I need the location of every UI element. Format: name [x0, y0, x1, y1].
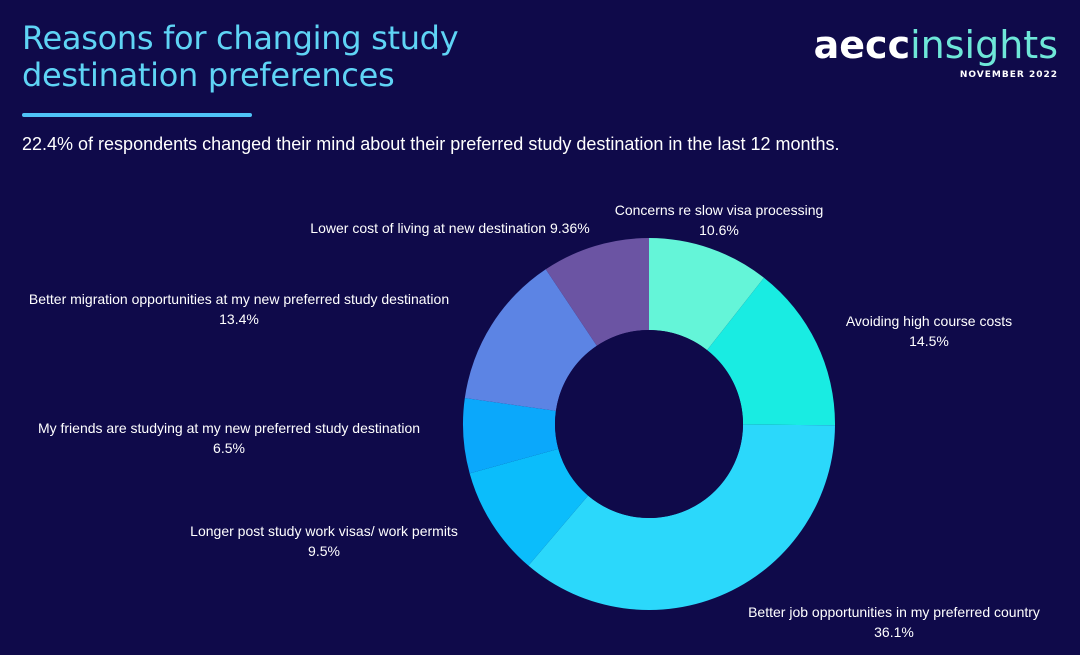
slice-label: Better job opportunities in my preferred… — [748, 604, 1040, 640]
donut-slice — [649, 238, 764, 351]
slice-label-value: 6.5% — [213, 440, 245, 456]
report-date: NOVEMBER 2022 — [959, 70, 1058, 80]
page-title-line-2: destination preferences — [22, 56, 395, 94]
donut-slice — [545, 238, 649, 346]
logo-wordmark: aeccinsights — [814, 24, 1058, 66]
title-underline — [22, 113, 252, 117]
donut-slice — [463, 398, 559, 474]
donut-slice — [469, 448, 589, 566]
page-title: Reasons for changing study destination p… — [22, 19, 459, 94]
slice-label-value: 36.1% — [874, 624, 914, 640]
slice-label: Concerns re slow visa processing 10.6% — [615, 202, 824, 238]
slice-label-value: 14.5% — [909, 333, 949, 349]
logo-product: insights — [910, 23, 1058, 67]
slice-label-value: 10.6% — [699, 222, 739, 238]
slice-label: Avoiding high course costs 14.5% — [846, 313, 1012, 349]
page-subtitle: 22.4% of respondents changed their mind … — [22, 134, 840, 154]
page-title-line-1: Reasons for changing study — [22, 19, 459, 57]
slice-label-name: Better migration opportunities at my new… — [29, 291, 449, 307]
slice-label-name: Avoiding high course costs — [846, 313, 1012, 329]
slice-label: Longer post study work visas/ work permi… — [190, 523, 458, 559]
donut-hole — [555, 330, 743, 518]
donut-slice — [464, 269, 597, 411]
donut-slice — [707, 277, 835, 426]
slice-label-name: My friends are studying at my new prefer… — [38, 420, 420, 436]
slice-label: My friends are studying at my new prefer… — [38, 420, 420, 456]
donut-slice — [528, 424, 835, 610]
slice-label-value: 13.4% — [219, 311, 259, 327]
slice-label-name: Better job opportunities in my preferred… — [748, 604, 1040, 620]
slice-label: Lower cost of living at new destination … — [310, 220, 589, 236]
slice-label: Better migration opportunities at my new… — [29, 291, 449, 327]
slice-label-name: Concerns re slow visa processing — [615, 202, 824, 218]
logo-brand: aecc — [813, 23, 911, 67]
slice-label-value: 9.5% — [308, 543, 340, 559]
brand-logo: aeccinsights NOVEMBER 2022 — [814, 24, 1058, 80]
slice-label-name: Longer post study work visas/ work permi… — [190, 523, 458, 539]
slice-label-text: Lower cost of living at new destination … — [310, 220, 589, 236]
